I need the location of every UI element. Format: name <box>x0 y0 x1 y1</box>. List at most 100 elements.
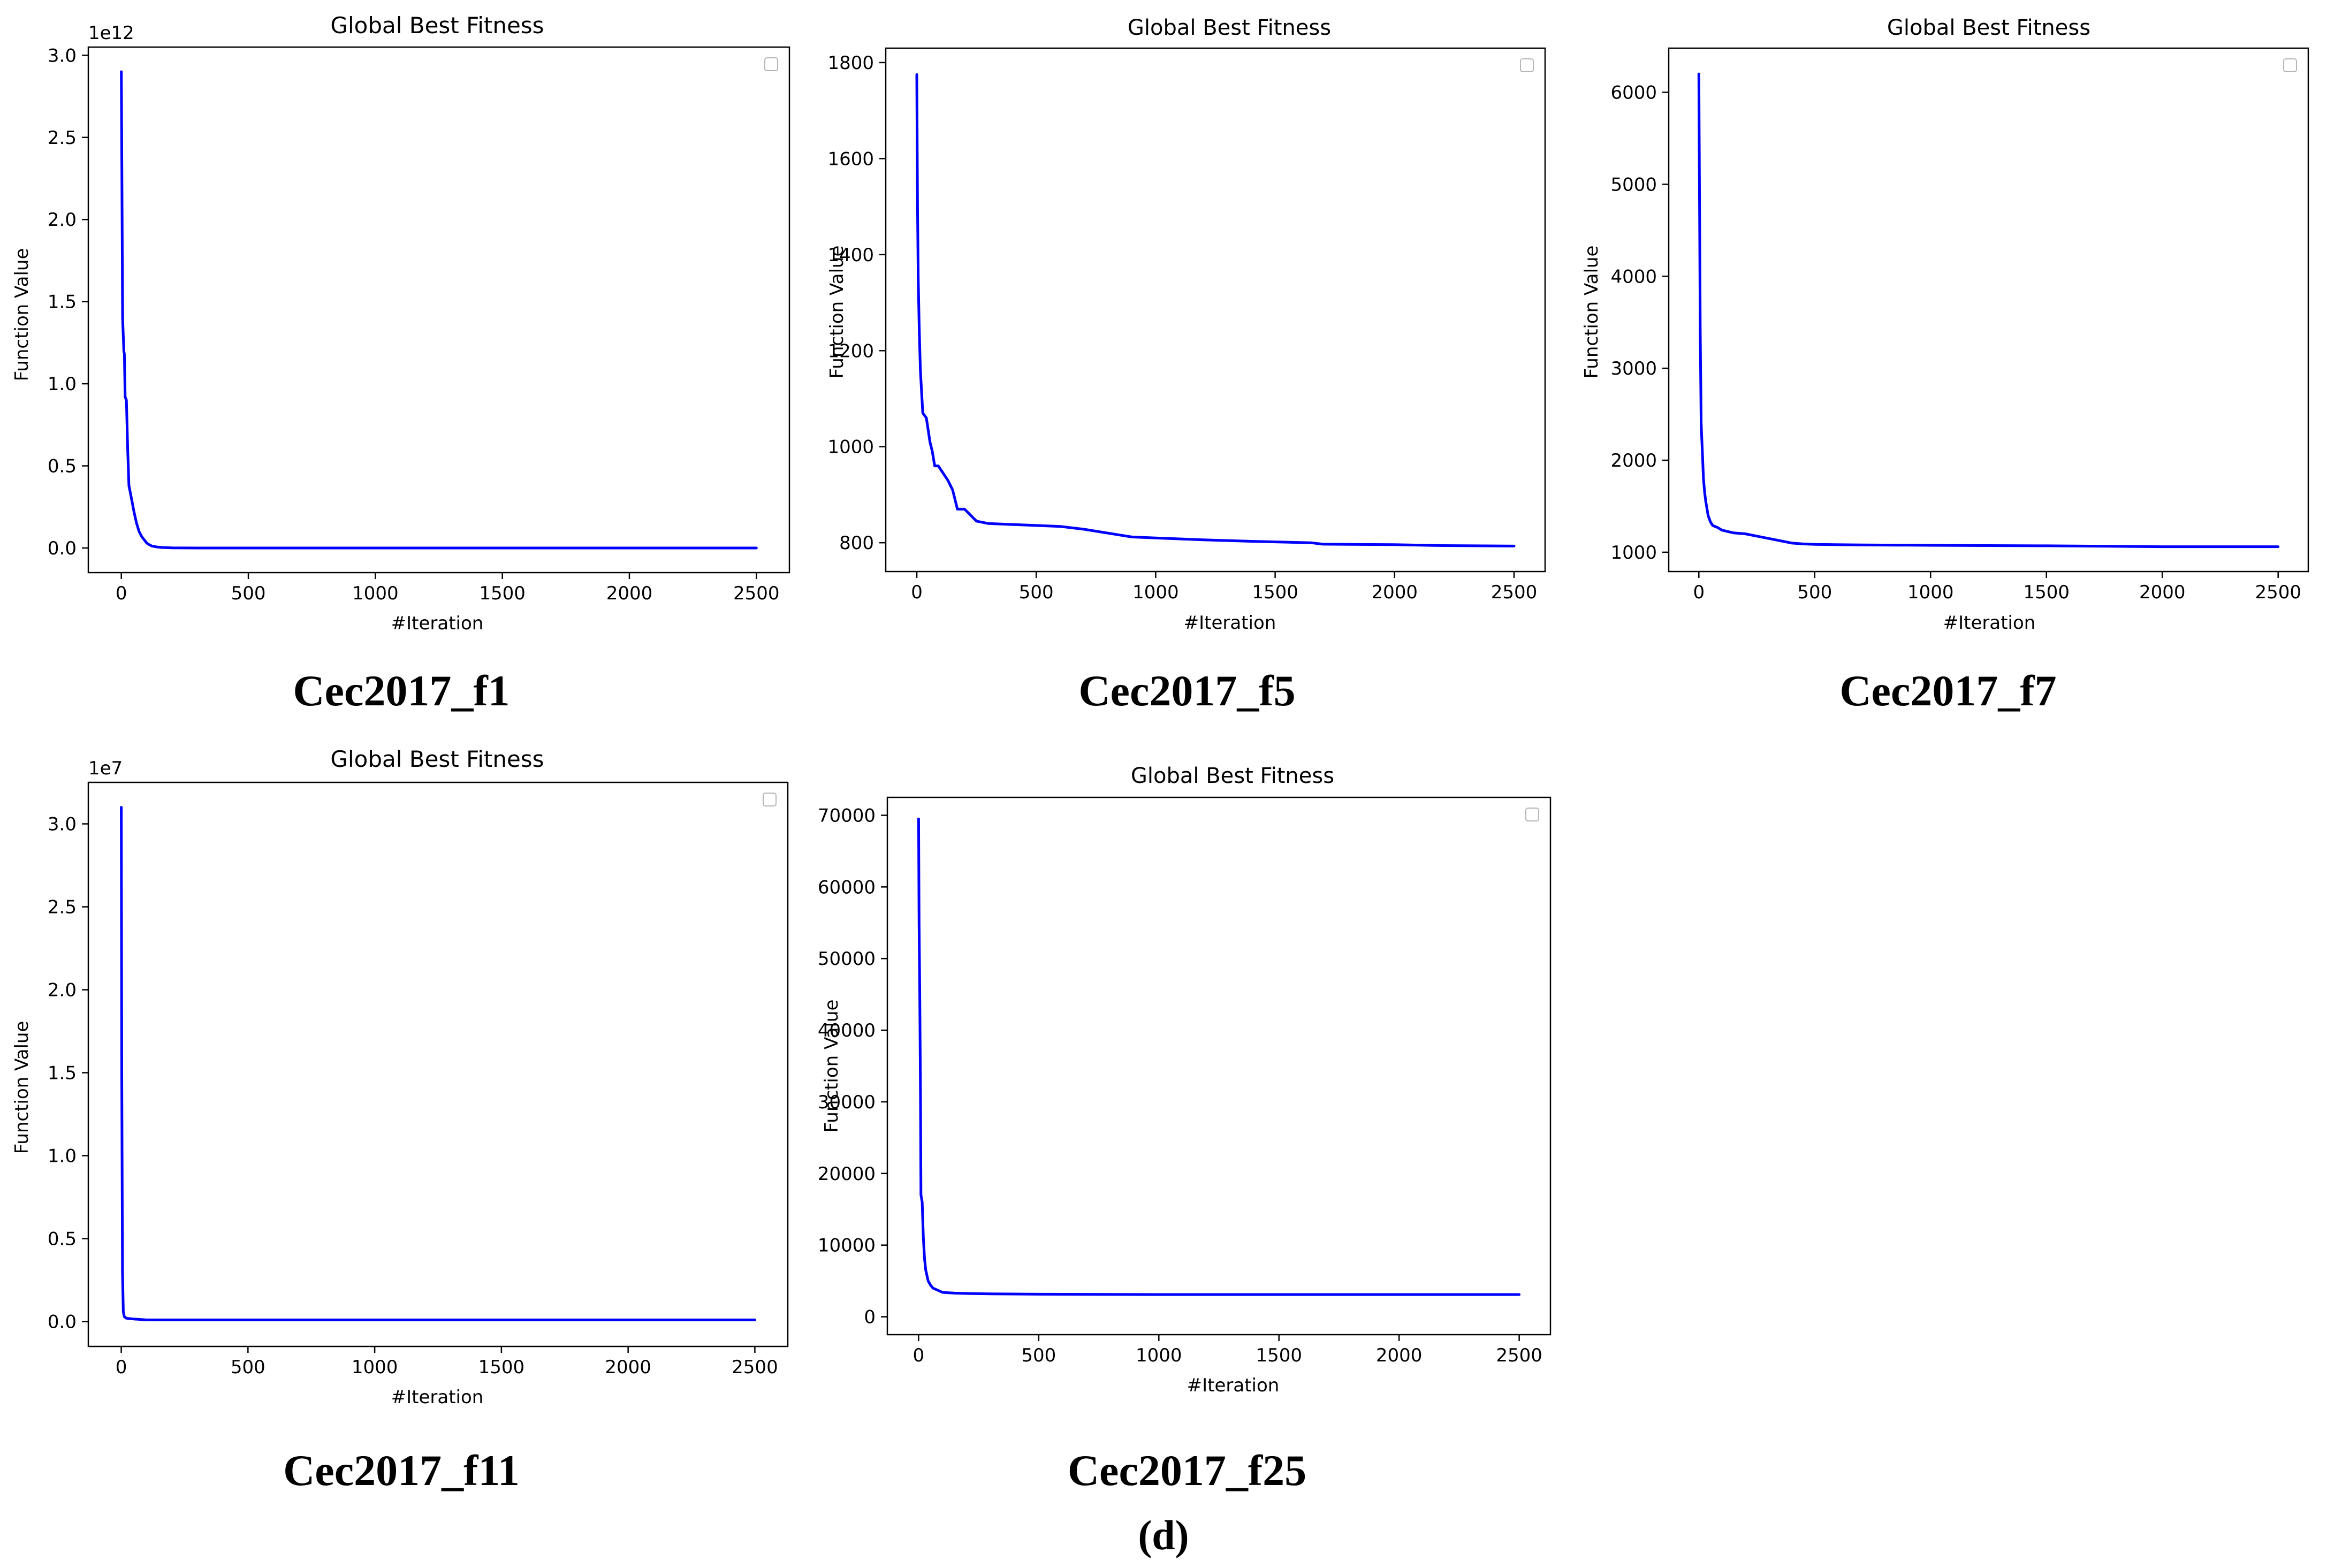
plot-area: 0 500 1000 1500 2000 2500 0 10000 20000 30000 4000… <box>818 796 1552 1366</box>
y-tick-label: 3.0 <box>48 45 77 66</box>
x-tick-label: 500 <box>1797 582 1832 603</box>
legend-box <box>2283 58 2297 72</box>
chart-title: Global Best Fitness <box>330 746 544 772</box>
y-tick-label: 2.0 <box>48 209 77 231</box>
y-tick-label: 6000 <box>1610 82 1657 104</box>
y-tick-label: 0.0 <box>48 1312 77 1333</box>
chart-cec2017-f25: Global Best Fitness 0 500 1000 1500 2000 2500… <box>818 764 1552 1495</box>
chart-cec2017-f7: Global Best Fitness 0 500 1000 1500 2000 2500… <box>1581 16 2309 715</box>
chart-caption: Cec2017_f11 <box>283 1446 520 1495</box>
chart-cec2017-f11: Global Best Fitness 1e7 0 500 1000 1500 2000… <box>11 746 789 1495</box>
chart-caption: Cec2017_f1 <box>293 666 509 715</box>
x-tick-label: 0 <box>911 582 923 603</box>
x-tick-label: 1500 <box>1252 582 1298 603</box>
y-tick-label: 4000 <box>1610 266 1657 287</box>
y-tick-label: 5000 <box>1610 174 1657 195</box>
x-tick-label: 500 <box>1019 582 1054 603</box>
y-tick-label: 1400 <box>827 245 874 266</box>
y-tick-label: 3.0 <box>48 814 77 835</box>
x-tick-label: 2000 <box>2139 582 2186 603</box>
chart-title: Global Best Fitness <box>1887 16 2090 40</box>
x-tick-label: 2000 <box>1372 582 1418 603</box>
x-tick-label: 1500 <box>479 583 526 604</box>
legend-box <box>1525 808 1539 821</box>
x-tick-label: 1000 <box>1132 582 1179 603</box>
x-tick-label: 1000 <box>1136 1345 1182 1366</box>
y-tick-label: 60000 <box>818 877 876 898</box>
chart-cec2017-f1: Global Best Fitness 1e12 0 500 1000 1500 200… <box>11 12 790 715</box>
x-tick-label: 0 <box>116 1357 127 1378</box>
y-tick-label: 30000 <box>818 1092 876 1113</box>
y-tick-label: 1.0 <box>48 1146 77 1167</box>
x-tick-label: 0 <box>116 583 127 604</box>
y-axis-offset-text: 1e12 <box>88 22 134 44</box>
y-tick-label: 2.0 <box>48 980 77 1001</box>
x-tick-label: 500 <box>1021 1345 1056 1366</box>
y-tick-label: 3000 <box>1610 358 1657 379</box>
y-tick-label: 1.5 <box>48 1063 77 1084</box>
x-tick-label: 2500 <box>1496 1345 1542 1366</box>
series-line-0 <box>1697 72 2280 549</box>
x-tick-label: 2500 <box>1491 582 1538 603</box>
series-line-0 <box>120 806 756 1321</box>
series-line-0 <box>120 70 758 550</box>
y-tick-label: 20000 <box>818 1163 876 1185</box>
series-line-0 <box>915 73 1516 547</box>
plot-area: 0 500 1000 1500 2000 2500 1000 2000 3000 4000 5000… <box>1610 47 2309 603</box>
y-tick-label: 800 <box>839 532 874 554</box>
x-tick-label: 2500 <box>732 1357 778 1378</box>
y-tick-label: 10000 <box>818 1235 876 1257</box>
y-axis-label: Function Value <box>11 1021 33 1154</box>
plot-frame <box>87 781 789 1348</box>
x-axis-label: #Iteration <box>1184 612 1276 634</box>
chart-title: Global Best Fitness <box>330 12 544 39</box>
y-tick-label: 2.5 <box>48 897 77 918</box>
x-axis-label: #Iteration <box>1187 1375 1280 1396</box>
y-tick-label: 1800 <box>827 52 874 74</box>
legend-box <box>764 57 778 71</box>
y-axis-offset-text: 1e7 <box>88 758 123 779</box>
y-tick-label: 0.5 <box>48 456 77 477</box>
y-tick-label: 0.5 <box>48 1229 77 1250</box>
plot-area: 0 500 1000 1500 2000 2500 0.0 0.5 1.0 1.5 2.0 2.5 3.… <box>48 45 790 604</box>
legend-box <box>763 793 777 806</box>
series-line-0 <box>917 817 1521 1296</box>
x-tick-label: 2500 <box>2255 582 2301 603</box>
x-tick-label: 2000 <box>605 1357 651 1378</box>
chart-caption: Cec2017_f7 <box>1839 666 2056 715</box>
y-tick-label: 0.0 <box>48 538 77 559</box>
x-tick-label: 2000 <box>606 583 653 604</box>
y-tick-label: 40000 <box>818 1020 876 1041</box>
legend-box <box>1520 58 1534 72</box>
chart-cec2017-f5: Global Best Fitness 0 500 1000 1500 2000 2500… <box>826 16 1546 715</box>
x-tick-label: 2000 <box>1376 1345 1423 1366</box>
x-axis-label: #Iteration <box>391 1387 484 1408</box>
y-tick-label: 1.5 <box>48 292 77 313</box>
x-tick-label: 1000 <box>352 583 399 604</box>
x-axis-label: #Iteration <box>391 613 484 634</box>
chart-caption: Cec2017_f25 <box>1068 1446 1306 1495</box>
y-axis-label: Function Value <box>821 1000 842 1133</box>
x-tick-label: 2500 <box>733 583 780 604</box>
y-tick-label: 1600 <box>827 148 874 170</box>
x-tick-label: 1500 <box>1256 1345 1302 1366</box>
plot-frame <box>87 46 790 574</box>
chart-caption: Cec2017_f5 <box>1078 666 1295 715</box>
y-tick-label: 1.0 <box>48 374 77 395</box>
plot-frame <box>1668 47 2309 573</box>
plot-area: 0 500 1000 1500 2000 2500 0.0 0.5 1.0 1.5 2.0 2.5 3.… <box>48 781 789 1378</box>
y-tick-label: 2.5 <box>48 127 77 149</box>
x-tick-label: 0 <box>1693 582 1705 603</box>
x-tick-label: 0 <box>913 1345 925 1366</box>
figure-label: (d) <box>1138 1512 1189 1558</box>
y-tick-label: 2000 <box>1610 450 1657 471</box>
y-axis-label: Function Value <box>826 246 848 379</box>
chart-title: Global Best Fitness <box>1131 764 1334 788</box>
x-axis-label: #Iteration <box>1943 612 2036 634</box>
x-tick-label: 1500 <box>478 1357 525 1378</box>
x-tick-label: 500 <box>231 583 266 604</box>
y-tick-label: 70000 <box>818 805 876 826</box>
y-tick-label: 0 <box>864 1307 876 1328</box>
